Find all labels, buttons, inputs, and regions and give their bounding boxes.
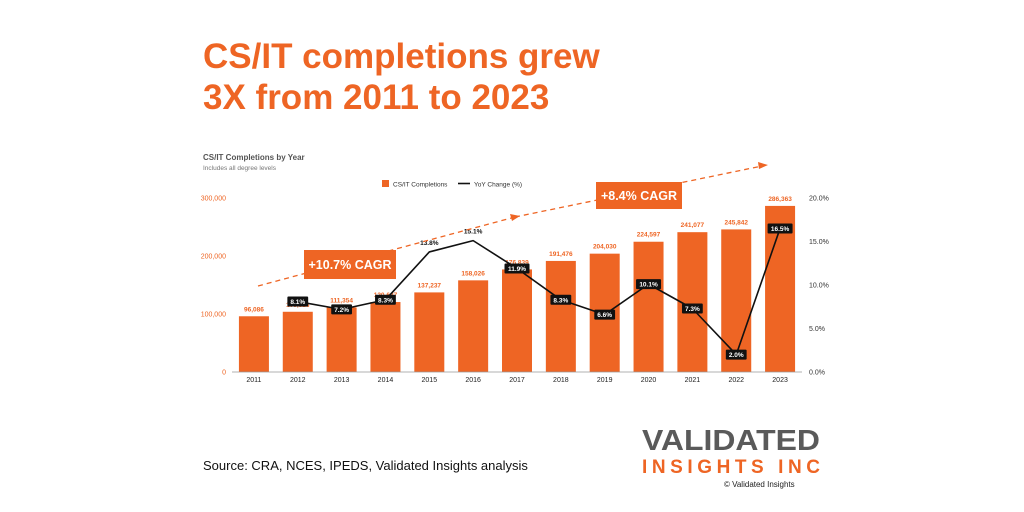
source-note: Source: CRA, NCES, IPEDS, Validated Insi… bbox=[203, 458, 528, 473]
bar-value-label: 176,839 bbox=[505, 259, 529, 266]
bar bbox=[633, 241, 664, 372]
legend-label-line: YoY Change (%) bbox=[474, 182, 522, 189]
headline: CS/IT completions grew 3X from 2011 to 2… bbox=[203, 36, 600, 118]
x-tick-label: 2018 bbox=[553, 377, 569, 384]
yoy-label-background bbox=[681, 303, 703, 314]
bar bbox=[545, 260, 576, 372]
logo-line-2: INSIGHTS INC bbox=[642, 457, 820, 476]
yoy-value-label: 8.1% bbox=[290, 299, 305, 306]
yoy-value-label: 15.1% bbox=[464, 229, 483, 236]
x-tick-label: 2022 bbox=[728, 377, 744, 384]
bar-value-label: 158,026 bbox=[461, 270, 485, 277]
yoy-line bbox=[297, 228, 781, 356]
bar bbox=[765, 205, 796, 372]
yoy-value-label: 8.3% bbox=[378, 297, 393, 304]
bar bbox=[370, 302, 401, 372]
bar-value-label: 224,597 bbox=[637, 232, 661, 239]
chart-title: CS/IT Completions by Year bbox=[203, 153, 305, 162]
y-right-tick-label: 5.0% bbox=[809, 326, 825, 333]
y-left-tick-label: 300,000 bbox=[201, 196, 226, 203]
x-tick-label: 2020 bbox=[641, 377, 657, 384]
validated-insights-logo: VALIDATED INSIGHTS INC bbox=[642, 425, 820, 476]
bar bbox=[721, 229, 752, 372]
cagr-label-2: +8.4% CAGR bbox=[601, 189, 677, 203]
y-right-tick-label: 10.0% bbox=[809, 283, 829, 290]
cagr-label-1: +10.7% CAGR bbox=[308, 258, 391, 272]
bar bbox=[238, 316, 269, 372]
x-tick-label: 2014 bbox=[378, 377, 394, 384]
y-left-tick-label: 200,000 bbox=[201, 254, 226, 261]
x-tick-label: 2011 bbox=[246, 377, 261, 384]
cagr-annotations: +10.7% CAGR +8.4% CAGR bbox=[257, 162, 768, 287]
x-tick-label: 2016 bbox=[465, 377, 481, 384]
headline-line-1: CS/IT completions grew bbox=[203, 37, 600, 76]
yoy-value-label: 16.5% bbox=[771, 226, 790, 233]
chart-plot-area: 0 100,000 200,000 300,000 0.0% 5.0% 10.0% 15.0%… bbox=[201, 196, 829, 385]
yoy-value-label: 2.0% bbox=[729, 352, 744, 359]
chart-subtitle: Includes all degree levels bbox=[203, 165, 277, 172]
bar bbox=[326, 307, 357, 372]
x-tick-label: 2013 bbox=[334, 377, 350, 384]
y-right-tick-label: 0.0% bbox=[809, 370, 825, 377]
copyright-note: © Validated Insights bbox=[724, 480, 795, 489]
bar bbox=[282, 311, 313, 372]
yoy-value-label: 8.3% bbox=[553, 297, 568, 304]
bar bbox=[502, 269, 532, 372]
bar-value-label: 96,086 bbox=[244, 306, 264, 313]
x-tick-label: 2017 bbox=[509, 377, 525, 384]
yoy-label-background bbox=[725, 349, 747, 360]
yoy-label-background bbox=[594, 309, 616, 320]
x-tick-label: 2019 bbox=[597, 377, 613, 384]
bar-value-label: 191,476 bbox=[549, 251, 573, 258]
bar-value-label: 111,354 bbox=[330, 297, 353, 304]
yoy-value-label: 13.8% bbox=[420, 240, 439, 247]
yoy-label-background bbox=[375, 294, 396, 305]
y-right-tick-label: 20.0% bbox=[809, 196, 829, 203]
y-left-tick-label: 0 bbox=[222, 370, 226, 377]
cagr-box-1 bbox=[304, 250, 396, 279]
cagr-arrowhead-1 bbox=[510, 214, 520, 221]
x-tick-label: 2015 bbox=[422, 377, 438, 384]
yoy-label-background bbox=[504, 263, 530, 274]
logo-line-1: VALIDATED bbox=[642, 425, 820, 457]
y-left-tick-label: 100,000 bbox=[201, 312, 226, 319]
cagr-arrowhead-2 bbox=[758, 162, 768, 169]
yoy-value-label: 10.1% bbox=[639, 282, 658, 289]
bar bbox=[414, 292, 445, 372]
bar bbox=[458, 280, 489, 372]
legend-swatch-bar bbox=[382, 180, 389, 187]
yoy-label-background bbox=[331, 304, 353, 315]
bar-value-label: 137,237 bbox=[418, 282, 442, 289]
yoy-value-label: 7.3% bbox=[685, 306, 700, 313]
x-tick-label: 2012 bbox=[290, 377, 306, 384]
bar-value-label: 286,363 bbox=[768, 196, 792, 203]
yoy-label-background bbox=[550, 294, 572, 305]
yoy-value-label: 7.2% bbox=[334, 307, 349, 314]
yoy-label-background bbox=[636, 279, 662, 290]
yoy-label-background bbox=[767, 223, 793, 234]
cagr-box-2 bbox=[596, 182, 682, 209]
yoy-value-label: 11.9% bbox=[508, 266, 526, 273]
x-tick-label: 2021 bbox=[685, 377, 701, 384]
bar-value-label: 204,030 bbox=[593, 244, 617, 251]
legend-label-bar: CS/IT Completions bbox=[393, 182, 448, 189]
yoy-label-background bbox=[287, 296, 309, 307]
bar-value-label: 245,842 bbox=[724, 219, 748, 226]
headline-line-2: 3X from 2011 to 2023 bbox=[203, 78, 550, 117]
chart-legend: CS/IT Completions YoY Change (%) bbox=[382, 180, 522, 189]
yoy-value-label: 6.6% bbox=[597, 312, 612, 319]
x-tick-label: 2023 bbox=[772, 377, 788, 384]
bar-value-label: 241,077 bbox=[681, 222, 705, 229]
y-right-tick-label: 15.0% bbox=[809, 239, 829, 246]
